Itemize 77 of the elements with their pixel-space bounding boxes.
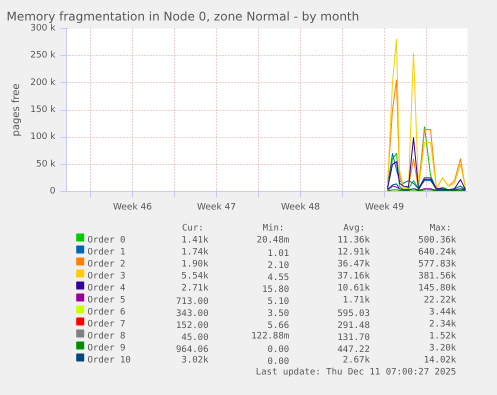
text: 3.50 — [268, 309, 290, 319]
text: 447.22 — [337, 345, 370, 355]
legend-label: Order 0 — [87, 236, 126, 246]
text: 1.71k — [342, 296, 370, 306]
text: 2.67k — [342, 356, 370, 366]
text: 2.34k — [429, 320, 457, 330]
text: 0.00 — [268, 357, 290, 367]
text: 2.71k — [181, 284, 210, 294]
text: 964.06 — [176, 345, 209, 355]
legend-label: Order 10 — [87, 356, 131, 366]
legend-label: Order 8 — [87, 332, 126, 342]
text: 640.24k — [418, 248, 457, 258]
text: 3.02k — [181, 356, 210, 366]
text: 3.44k — [429, 308, 457, 318]
text: 1.90k — [181, 260, 210, 270]
text: 145.80k — [418, 284, 457, 294]
x-tick-label: Week 49 — [365, 202, 404, 212]
text: 37.16k — [337, 272, 370, 282]
text: 1.41k — [181, 236, 210, 246]
y-tick-label: 200 k — [30, 78, 56, 88]
legend-label: Order 9 — [87, 344, 126, 354]
y-tick-label: 300 k — [30, 24, 56, 34]
x-tick-label: Week 47 — [197, 202, 236, 212]
text: 20.48m — [256, 236, 290, 246]
legend-label: Order 6 — [87, 308, 126, 318]
text: 577.83k — [418, 260, 457, 270]
legend-label: Order 5 — [87, 296, 126, 306]
text: Last update: Thu Dec 11 07:00:27 2025 — [256, 368, 456, 378]
text: 11.36k — [337, 236, 370, 246]
text: 1.01 — [268, 249, 290, 259]
y-tick-label: 50 k — [36, 159, 56, 170]
legend-label: Order 3 — [87, 272, 126, 282]
text: 381.56k — [418, 272, 457, 282]
text: 14.02k — [424, 356, 457, 366]
text: 152.00 — [176, 321, 209, 331]
text: 5.66 — [268, 321, 290, 331]
text: 4.55 — [268, 273, 290, 283]
y-axis-title: pages free — [11, 83, 22, 137]
text: 15.80 — [262, 285, 290, 295]
text: Max: — [430, 224, 452, 234]
text: 343.00 — [176, 309, 209, 319]
text: 5.54k — [181, 272, 210, 282]
line-series — [387, 179, 466, 190]
line-series — [387, 137, 466, 190]
y-tick-label: 250 k — [30, 50, 56, 61]
text: 2.10 — [268, 261, 290, 271]
text: 1.52k — [429, 332, 457, 342]
chart-title: Memory fragmentation in Node 0, zone Normal - by month — [6, 10, 360, 24]
text: 5.10 — [268, 297, 290, 307]
legend-label: Order 2 — [87, 260, 126, 270]
legend-label: Order 4 — [87, 284, 126, 294]
y-tick-label: 150 k — [30, 105, 56, 115]
y-tick-label: 0 — [50, 186, 56, 196]
legend-label: Order 1 — [87, 248, 126, 258]
line-series — [387, 80, 466, 190]
text: 1.74k — [181, 248, 210, 258]
text: 595.03 — [337, 309, 370, 319]
text: Avg: — [343, 224, 366, 234]
text: 713.00 — [176, 297, 209, 307]
y-tick-label: 100 k — [30, 132, 56, 142]
line-series — [387, 38, 466, 190]
text: 500.36k — [418, 236, 457, 246]
legend-label: Order 7 — [87, 320, 126, 330]
x-tick-label: Week 46 — [113, 202, 152, 212]
text: 122.88m — [251, 332, 290, 342]
text: 291.48 — [337, 321, 370, 331]
text: 131.70 — [337, 333, 370, 343]
x-tick-label: Week 48 — [281, 202, 320, 212]
text: 0.00 — [268, 345, 290, 355]
text: 10.61k — [337, 284, 370, 294]
text: 45.00 — [181, 333, 209, 343]
text: 3.20k — [429, 344, 457, 354]
text: Min: — [262, 224, 284, 234]
text: Cur: — [182, 224, 204, 234]
text: 36.47k — [337, 260, 370, 270]
text: 12.91k — [337, 248, 370, 258]
text: 22.22k — [424, 296, 457, 306]
